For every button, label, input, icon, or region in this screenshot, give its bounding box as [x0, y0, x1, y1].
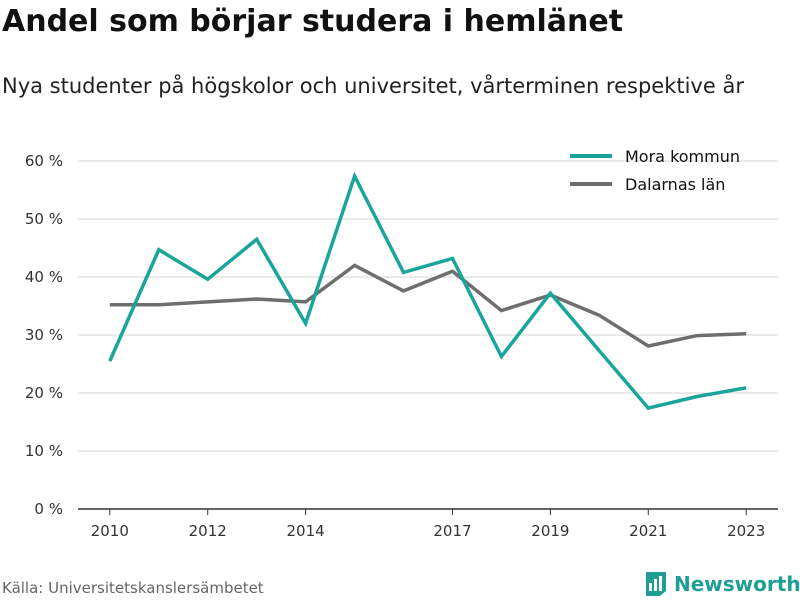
y-tick-label: 40 %	[25, 268, 63, 286]
source-note: Källa: Universitetskanslersämbetet	[2, 579, 264, 597]
x-tick-label: 2021	[629, 522, 667, 540]
x-tick-label: 2019	[531, 522, 569, 540]
y-tick-label: 20 %	[25, 384, 63, 402]
brand-logo[interactable]: Newsworthy	[644, 568, 800, 600]
legend-label: Mora kommun	[625, 147, 740, 166]
series-line-mora-kommun	[108, 171, 747, 411]
y-axis-ticks: 0 % 10 % 20 % 30 % 40 % 50 % 60 %	[25, 152, 63, 518]
y-tick-label: 60 %	[25, 152, 63, 170]
chart-subtitle: Nya studenter på högskolor och universit…	[2, 74, 744, 98]
legend-item[interactable]: Dalarnas län	[570, 175, 725, 194]
x-axis-ticks: 2010 2012 2014 2017 2019 2021 2023	[91, 509, 765, 540]
x-tick-label: 2010	[91, 522, 129, 540]
gridlines	[78, 160, 778, 510]
x-tick-label: 2017	[433, 522, 471, 540]
legend-label: Dalarnas län	[625, 175, 725, 194]
y-tick-label: 50 %	[25, 210, 63, 228]
chart-title: Andel som börjar studera i hemlänet	[2, 4, 624, 39]
x-tick-label: 2023	[727, 522, 765, 540]
newsworthy-logo-icon	[646, 572, 666, 596]
series-lines	[108, 171, 747, 411]
y-tick-label: 10 %	[25, 442, 63, 460]
y-tick-label: 0 %	[34, 500, 63, 518]
legend: Mora kommun Dalarnas län	[570, 147, 740, 194]
brand-name: Newsworthy	[674, 572, 800, 596]
series-line-dalarnas-lan	[109, 263, 747, 348]
legend-item[interactable]: Mora kommun	[570, 147, 740, 166]
x-tick-label: 2012	[189, 522, 227, 540]
y-tick-label: 30 %	[25, 326, 63, 344]
x-tick-label: 2014	[287, 522, 325, 540]
